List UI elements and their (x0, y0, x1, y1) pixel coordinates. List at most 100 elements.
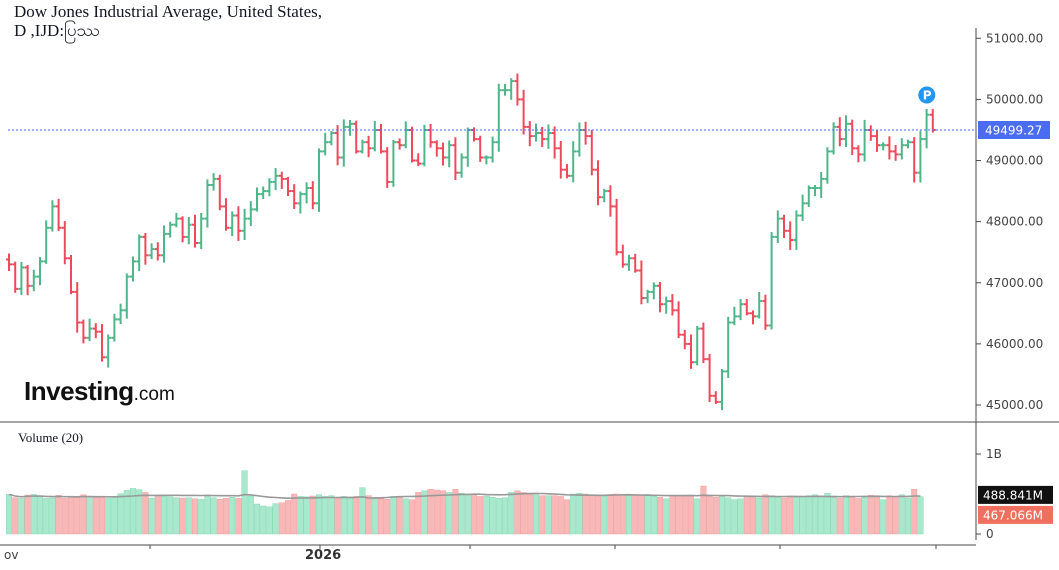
ohlc-bar (328, 131, 335, 146)
ohlc-bar (719, 369, 725, 411)
volume-bar (241, 470, 248, 535)
ohlc-bar (508, 78, 515, 100)
ohlc-bar (787, 221, 794, 250)
volume-bar (433, 489, 440, 535)
ohlc-bar (24, 265, 31, 296)
ohlc-bar (849, 119, 856, 156)
volume-moving-average (8, 492, 921, 500)
ohlc-bar (427, 124, 434, 148)
volume-bar (204, 494, 211, 535)
ohlc-bar (725, 316, 732, 378)
volume-bar (222, 498, 229, 535)
ohlc-bar (861, 119, 868, 162)
ohlc-bar (415, 153, 422, 167)
volume-bar (384, 499, 391, 535)
volume-bar (390, 496, 397, 535)
ohlc-bar (737, 298, 744, 321)
volume-bar (198, 499, 205, 535)
ohlc-bar (929, 109, 936, 133)
ohlc-bar (340, 119, 347, 167)
ohlc-bar (117, 303, 124, 325)
volume-bar (278, 502, 285, 535)
volume-bar (396, 497, 403, 535)
ohlc-bar (781, 214, 787, 238)
volume-bar (843, 495, 850, 535)
volume-bar (787, 495, 794, 535)
ohlc-bar (892, 145, 899, 161)
ohlc-bar (384, 147, 391, 188)
volume-bar (359, 487, 366, 535)
volume-bar (595, 496, 602, 535)
volume-bar (526, 493, 533, 535)
volume-bar (452, 489, 459, 535)
ohlc-bar (632, 253, 639, 273)
ohlc-bar (520, 89, 527, 135)
ohlc-bar (694, 326, 701, 366)
ohlc-bar (458, 153, 465, 178)
volume-bar (142, 492, 149, 535)
ohlc-bar (514, 73, 521, 106)
price-tick-label: 50000.00 (986, 92, 1043, 106)
volume-bar (347, 497, 354, 535)
volume-bar (440, 490, 447, 535)
ohlc-bar (564, 164, 570, 179)
time-label-year: 2026 (305, 548, 341, 563)
ohlc-bar (204, 179, 211, 228)
logo-suffix: .com (133, 384, 175, 405)
ohlc-bar (706, 353, 713, 402)
volume-bar (805, 495, 812, 535)
ohlc-bar (123, 273, 130, 319)
volume-bar (799, 497, 806, 535)
ohlc-bar (582, 121, 589, 145)
ohlc-bar (793, 210, 800, 250)
ohlc-bar (347, 120, 353, 136)
volume-bar (160, 494, 167, 535)
ohlc-bar (681, 329, 688, 350)
volume-bar (638, 495, 645, 535)
ohlc-bar (105, 334, 112, 368)
price-tick-label: 48000.00 (986, 215, 1043, 229)
volume-bar (750, 496, 757, 535)
volume-bar (774, 497, 781, 535)
volume-label: Volume (20) (18, 430, 84, 445)
ohlc-bar (433, 140, 440, 157)
volume-bar (191, 498, 198, 535)
volume-bar (731, 499, 738, 535)
volume-bar (657, 497, 664, 535)
volume-bar (309, 495, 316, 535)
volume-bar (818, 496, 825, 535)
ohlc-bar (886, 136, 893, 160)
ohlc-bar (799, 194, 806, 221)
volume-bar (421, 490, 428, 535)
volume-bar (663, 498, 670, 535)
pivot-marker-icon[interactable] (918, 86, 936, 104)
volume-bar (216, 499, 223, 535)
ohlc-bar (216, 174, 223, 211)
volume-bar (427, 489, 434, 535)
volume-bar (371, 497, 378, 535)
ohlc-bar (247, 201, 254, 226)
volume-bar (123, 490, 130, 535)
ohlc-bar (675, 301, 682, 339)
ohlc-bar (843, 115, 849, 147)
ohlc-bar (185, 217, 192, 245)
volume-bar (43, 498, 50, 535)
ohlc-bar (768, 232, 775, 330)
volume-bar (5, 494, 12, 535)
price-tick-label: 47000.00 (986, 276, 1043, 290)
ohlc-bar (502, 83, 508, 96)
ohlc-bar (756, 292, 763, 319)
volume-bar (353, 496, 360, 535)
price-tick-label: 49000.00 (986, 154, 1043, 168)
volume-bar (706, 496, 713, 535)
volume-bar (365, 495, 372, 535)
volume-avg-tag (978, 485, 1053, 504)
volume-bar (681, 495, 688, 535)
ohlc-bar (254, 187, 260, 212)
volume-last-tag-label: 467.066M (983, 508, 1043, 522)
ohlc-bar (601, 188, 608, 203)
volume-bar (86, 496, 93, 535)
volume-bar (905, 497, 912, 535)
ohlc-bar (743, 299, 750, 316)
